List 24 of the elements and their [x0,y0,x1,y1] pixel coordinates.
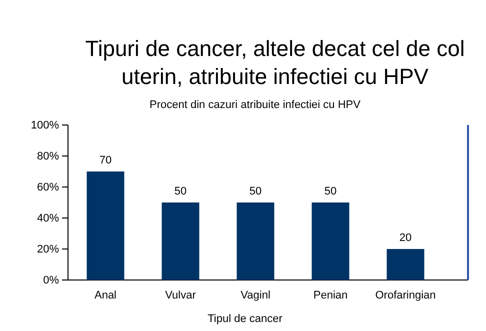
y-tick-label: 40% [36,212,60,225]
data-label: 50 [324,186,337,198]
bar [312,202,350,280]
x-tick-label: Anal [94,289,117,302]
data-label: 50 [174,186,187,198]
chart-subtitle: Procent din cazuri atribuite infectiei cu HPV [150,99,362,111]
chart-title: Tipuri de cancer, altele decat cel de col uterin, atribuite infectiei cu HPV [85,36,465,89]
y-tick-label: 80% [36,150,60,163]
y-tick-label: 20% [36,244,60,256]
y-tick-label: 100% [30,120,60,132]
x-tick-label: Penian [313,289,348,302]
y-tick-label: 60% [36,182,60,194]
x-tick-label: Orofaringian [375,289,436,302]
data-label: 20 [399,232,412,244]
bar [236,202,274,280]
x-tick-label: Vaginl [240,289,270,302]
x-axis-title: Tipul de cancer [208,313,283,325]
bar [162,202,200,280]
y-tick-label: 0% [43,274,60,287]
bar [86,172,124,280]
x-tick-label: Vulvar [165,289,196,302]
data-label: 50 [249,186,262,198]
bar [386,249,424,280]
data-label: 70 [99,154,112,166]
